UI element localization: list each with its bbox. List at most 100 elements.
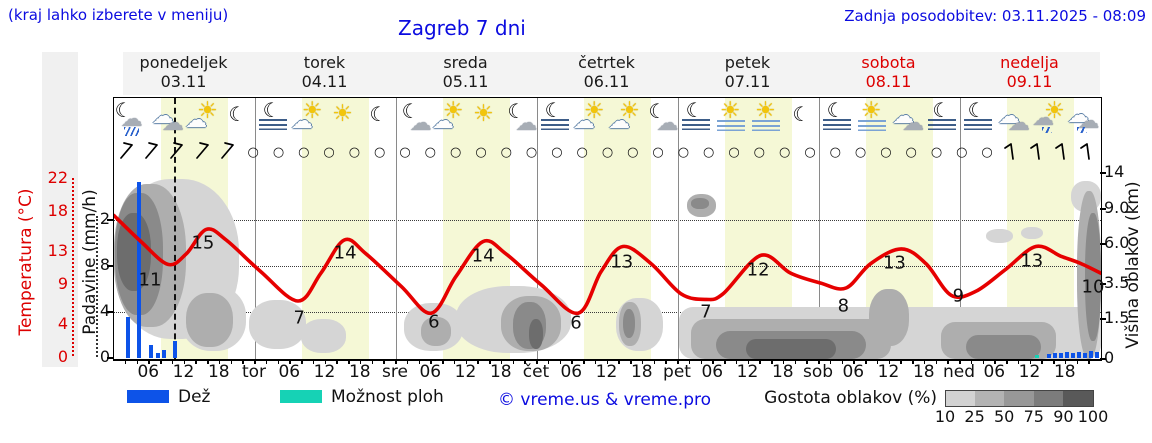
bottom-tick-label: sre	[382, 362, 408, 382]
weather-icon-moon-fog: ☾	[678, 100, 714, 138]
rain-bar	[1053, 352, 1058, 358]
day-name: sreda	[443, 53, 488, 72]
bottom-tick	[477, 359, 479, 364]
bottom-tick	[1064, 359, 1067, 364]
cloudheight-tick	[1100, 318, 1106, 320]
temp-point-label: 14	[333, 242, 357, 264]
weather-icon-sun-cloud: ☀ ☁	[431, 100, 467, 138]
weather-icon-sun-rain: ☀ ☁	[1030, 100, 1066, 138]
bottom-tick-label: 12	[454, 362, 477, 382]
temp-point-label: 6	[428, 311, 440, 333]
temperature-curve	[114, 213, 1101, 316]
bottom-tick-label: 06	[842, 362, 865, 382]
moon-icon: ☾	[792, 102, 811, 126]
temp-point-label: 14	[471, 245, 495, 267]
grayscale-label: 100	[1077, 407, 1109, 426]
cloud-icon: ☁	[431, 109, 454, 134]
temp-tick-label: 0	[57, 347, 68, 366]
fog-icon	[258, 119, 287, 130]
bottom-tick	[794, 359, 796, 364]
rain-bar	[1064, 351, 1069, 358]
cloud-blob	[249, 299, 307, 350]
bottom-tick	[618, 359, 620, 364]
bottom-tick	[912, 359, 914, 364]
wind-calm-icon: ○	[703, 145, 715, 160]
cloud-icon: ☁	[1007, 111, 1030, 136]
cloudheight-tick-label: 0	[1104, 348, 1115, 367]
bottom-tick-label: ned	[942, 362, 976, 382]
bottom-tick	[759, 359, 761, 364]
cloud-blob	[300, 319, 346, 354]
grid-line-v	[537, 98, 538, 359]
bottom-tick-label: 12	[1018, 362, 1041, 382]
bottom-tick	[418, 359, 420, 364]
rain-bar	[156, 352, 161, 358]
temp-point-label: 10	[1081, 276, 1105, 298]
precip-tick	[107, 357, 113, 359]
bottom-tick	[348, 359, 350, 364]
cloudheight-tick	[1100, 208, 1106, 210]
precip-tick-label: 2	[99, 209, 110, 228]
bottom-tick	[383, 359, 385, 364]
cloud-icon: ☁	[185, 108, 208, 133]
sun-icon: ☀	[197, 98, 218, 124]
day-name: nedelja	[1000, 53, 1059, 72]
bottom-tick-label: 18	[489, 362, 512, 382]
cloud-blob	[690, 198, 710, 209]
sun-icon: ☀	[442, 98, 464, 124]
wind-calm-icon: ○	[956, 145, 968, 160]
wind-barb-icon	[142, 141, 162, 163]
wind-calm-icon: ○	[728, 145, 740, 160]
fogl-icon	[716, 120, 745, 131]
bottom-tick	[395, 359, 397, 364]
moon-icon: ☾	[507, 99, 526, 123]
bottom-tick	[195, 359, 197, 364]
grayscale-label: 75	[1023, 407, 1044, 426]
grid-line-v	[960, 98, 961, 359]
cloud-icon: ☁	[572, 109, 595, 134]
wind-barb-icon	[1028, 141, 1048, 163]
temp-point-label: 6	[570, 312, 582, 334]
rain-icon	[123, 127, 139, 136]
wind-barb-icon	[167, 141, 187, 163]
day-name: sobota	[861, 53, 916, 72]
cloud-blob	[746, 339, 836, 359]
bottom-tick	[818, 359, 820, 364]
bottom-tick-label: 06	[419, 362, 442, 382]
rain-legend-label: Dež	[178, 387, 211, 407]
grid-line-v	[255, 98, 256, 359]
bottom-tick	[970, 359, 973, 364]
weather-icon-cloud-drizzle: ☁ ☁	[1065, 100, 1101, 138]
cloud-icon: ☁	[120, 107, 143, 132]
temp-point-label: 7	[293, 307, 305, 329]
day-date: 03.11	[160, 72, 207, 91]
bottom-tick-label: 06	[278, 362, 301, 382]
bottom-tick	[265, 359, 268, 364]
bottom-tick	[1029, 359, 1031, 364]
bottom-tick	[453, 359, 456, 364]
cloud-icon: ☁	[1032, 106, 1055, 131]
moon-icon: ☾	[967, 98, 986, 122]
bottom-tick-label: 06	[137, 362, 160, 382]
weather-icon-sun-cloud: ☀ ☁	[290, 100, 326, 138]
wind-calm-icon: ○	[627, 145, 639, 160]
day-header-strip	[123, 52, 1100, 95]
precip-tick	[107, 265, 113, 267]
cloudheight-axis-title: Višina oblakov (km)	[1123, 181, 1143, 349]
moon-icon: ☾	[228, 102, 247, 126]
temp-point-label: 13	[882, 252, 906, 274]
bottom-tick	[771, 359, 773, 364]
daylight-band	[302, 98, 369, 359]
bottom-tick-label: 18	[1053, 362, 1076, 382]
temp-point-label: 15	[191, 232, 215, 254]
bottom-tick-label: tor	[241, 362, 267, 382]
rain-bar	[1059, 352, 1063, 358]
bottom-tick	[594, 359, 597, 364]
day-name: torek	[303, 53, 346, 72]
drz-icon	[1077, 127, 1088, 133]
last-updated: Zadnja posodobitev: 03.11.2025 - 08:09	[844, 7, 1146, 25]
weather-icon-moon: ☾	[219, 100, 255, 138]
bottom-tick	[277, 359, 279, 364]
bottom-tick	[183, 359, 185, 364]
